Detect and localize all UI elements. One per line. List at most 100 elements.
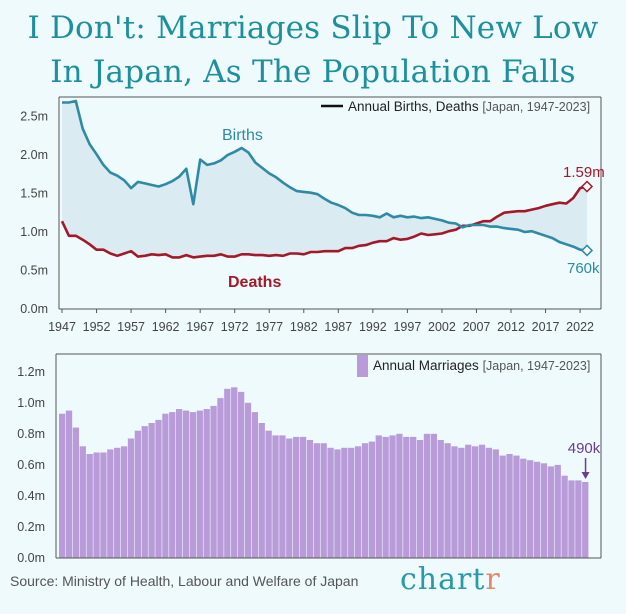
bottom-y-tick-label: 0.8m (17, 427, 45, 441)
marriage-bar (79, 446, 86, 558)
top-y-tick-label: 2.5m (20, 109, 48, 123)
marriage-bar (527, 460, 534, 558)
marriage-bar (258, 423, 265, 558)
marriage-bar (582, 482, 589, 558)
marriage-bar (114, 447, 121, 558)
marriage-bar (410, 436, 417, 558)
deaths-end-label: 1.59m (563, 164, 605, 181)
marriage-bar (272, 435, 279, 558)
marriage-bar (430, 433, 437, 558)
top-x-tick-label: 1982 (290, 320, 318, 334)
top-x-tick-label: 1962 (152, 320, 180, 334)
marriage-bar (306, 440, 314, 558)
marriage-bar (458, 447, 465, 558)
top-x-tick-label: 1997 (393, 320, 421, 334)
marriage-bar (361, 443, 369, 558)
marriage-bar (155, 419, 162, 558)
bottom-y-tick-label: 1.2m (17, 365, 45, 379)
source-note: Source: Ministry of Health, Labour and W… (10, 573, 359, 589)
top-legend-qualifier: [Japan, 1947-2023] (482, 100, 590, 114)
marriage-bar (217, 398, 224, 558)
marriage-bar (127, 438, 135, 558)
bottom-y-tick-label: 0.6m (17, 458, 45, 472)
marriage-bar (203, 409, 210, 558)
marriage-bar (182, 410, 190, 558)
marriage-bar (334, 449, 341, 558)
births-label: Births (222, 127, 263, 144)
top-y-tick-label: 2.0m (20, 148, 48, 162)
births-end-marker (580, 244, 594, 257)
marriage-bar (313, 443, 320, 558)
marriage-bar (540, 463, 548, 558)
marriage-bar (389, 435, 396, 558)
marriage-bar (237, 391, 245, 558)
marriage-bar (513, 455, 520, 558)
bottom-y-tick-label: 0.4m (17, 489, 45, 503)
marriage-bar (547, 466, 554, 558)
top-x-tick-label: 1977 (255, 320, 283, 334)
bottom-y-tick-label: 0.0m (17, 551, 45, 565)
deaths-end-marker (580, 180, 594, 193)
gap-shading (62, 101, 587, 258)
marriage-bar (354, 446, 362, 558)
top-y-tick-label: 1.5m (20, 186, 48, 200)
top-x-tick-label: 1952 (83, 320, 111, 334)
marriage-bar (403, 436, 410, 558)
marriage-bar (382, 436, 389, 558)
marriage-bar (561, 475, 568, 558)
marriage-bar (499, 455, 506, 558)
marriage-bar (141, 426, 148, 558)
marriage-bar (59, 413, 66, 558)
top-y-tick-label: 0.0m (20, 302, 48, 316)
chart-title: I Don't: Marriages Slip To New Low In Ja… (0, 6, 626, 94)
marriage-bar (471, 446, 479, 558)
title-line-1: I Don't: Marriages Slip To New Low (27, 10, 599, 46)
marriage-bar (134, 430, 141, 558)
marriage-bar (423, 433, 431, 558)
marriage-bar (416, 440, 424, 558)
top-y-tick-label: 0.5m (20, 263, 48, 277)
top-x-tick-label: 1957 (117, 320, 145, 334)
marriage-bar (444, 443, 451, 558)
marriage-bar (520, 458, 527, 558)
marriage-bar (286, 438, 293, 558)
marriage-bar (148, 423, 155, 558)
births-end-label: 760k (567, 260, 600, 277)
marriage-bar (189, 412, 197, 558)
marriage-bar (176, 409, 183, 558)
top-x-tick-label: 1947 (48, 320, 76, 334)
marriage-bar (107, 449, 114, 558)
top-x-tick-label: 1992 (359, 320, 387, 334)
top-legend-label: Annual Births, Deaths [Japan, 1947-2023] (348, 99, 590, 114)
marriages-end-label: 490k (568, 440, 601, 457)
marriage-bar (348, 447, 355, 558)
marriage-bar (86, 454, 93, 558)
marriage-bar (196, 410, 203, 558)
top-x-tick-label: 2007 (463, 320, 491, 334)
marriage-bar (210, 405, 217, 558)
marriages-end-arrow-head (581, 472, 590, 479)
marriage-bar (568, 480, 575, 558)
top-y-tick-label: 1.0m (20, 225, 48, 239)
bottom-legend-label: Annual Marriages [Japan, 1947-2023] (373, 358, 590, 373)
marriage-bar (251, 412, 259, 558)
marriage-bar (231, 387, 238, 558)
deaths-line (60, 185, 588, 259)
top-x-tick-label: 2017 (532, 320, 560, 334)
marriage-bar (506, 454, 513, 558)
chartr-logo: chartr (400, 562, 501, 597)
marriage-bar (492, 449, 499, 558)
marriage-bar (341, 447, 348, 558)
top-x-tick-label: 2012 (497, 320, 525, 334)
bottom-legend-qualifier: [Japan, 1947-2023] (483, 359, 591, 373)
top-x-tick-label: 1967 (186, 320, 214, 334)
marriage-bar (93, 452, 100, 558)
logo-accent: r (485, 562, 501, 597)
marriage-bar (465, 444, 472, 558)
top-x-tick-label: 2002 (428, 320, 456, 334)
marriage-bar (396, 433, 403, 558)
marriage-bar (293, 436, 300, 558)
top-x-tick-label: 2022 (566, 320, 594, 334)
marriage-bar (65, 410, 73, 558)
bottom-legend-swatch (357, 355, 368, 377)
